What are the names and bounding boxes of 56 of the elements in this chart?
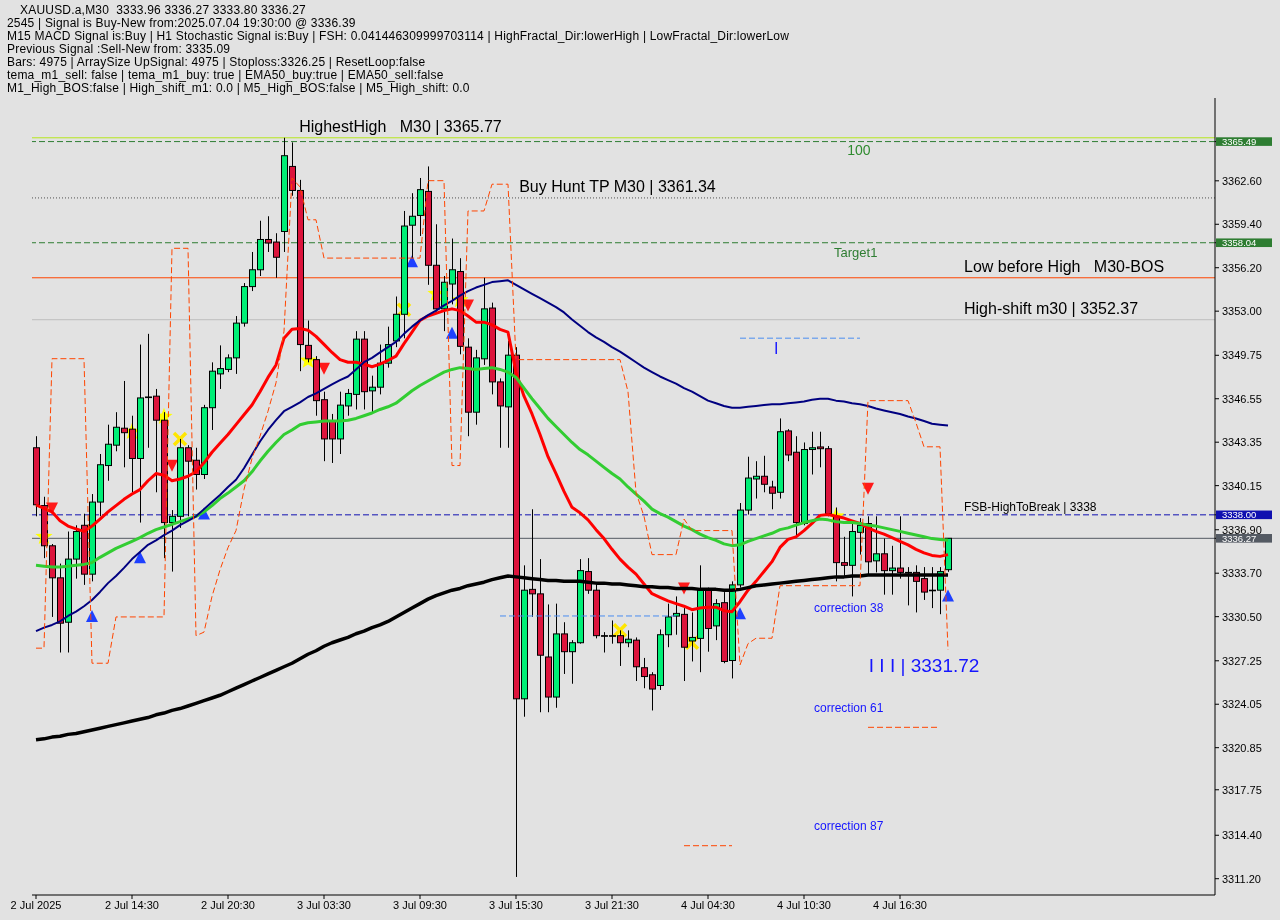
y-tick-label: 3365.49: [1222, 135, 1257, 147]
x-tick-label: 2 Jul 14:30: [105, 898, 159, 911]
point: [172, 431, 188, 447]
y-tick-label: 3340.15: [1222, 479, 1262, 492]
y-tick-label: 3327.25: [1222, 654, 1262, 667]
annotation: I I I | 3331.72: [868, 655, 980, 677]
y-tick-label: 3324.05: [1222, 698, 1262, 711]
ref-line-label: FSB-HighToBreak | 3338: [964, 499, 1097, 514]
y-tick-label: 3343.35: [1222, 436, 1262, 449]
text: 2545 | Signal is Buy-New from:2025.07.04 19:30:00 @ 3336.39: [7, 16, 356, 30]
ref-line-label: Buy Hunt TP M30 | 3361.34: [519, 177, 716, 195]
text: M15 MACD Signal is:Buy | H1 Stochastic Signal is:Buy | FSH: 0.041446309999703114 | HighFractal_Dir:lowerHigh | LowFractal_Dir:lowerLow: [7, 29, 790, 43]
point: [862, 482, 874, 495]
point: [446, 326, 458, 339]
x-tick-label: 4 Jul 10:30: [777, 898, 831, 911]
line-series: [34, 366, 950, 569]
annotation: correction 38: [814, 601, 884, 616]
point: [86, 609, 98, 622]
annotation: correction 87: [814, 818, 884, 833]
x-tick-label: 2 Jul 20:30: [201, 898, 255, 911]
y-tick-label: 3320.85: [1222, 741, 1262, 754]
y-tick-label: 3317.75: [1222, 783, 1262, 796]
ref-line-label: Target1: [834, 244, 878, 260]
x-tick-label: 4 Jul 16:30: [873, 898, 927, 911]
y-tick-label: 3353.00: [1222, 305, 1262, 318]
ref-line-label: Low before High M30-BOS: [964, 257, 1165, 275]
annotation: I: [774, 339, 779, 357]
y-tick-label: 3359.40: [1222, 218, 1262, 231]
y-tick-label: 3333.70: [1222, 567, 1262, 580]
annotation: 100: [847, 142, 871, 159]
text: Bars: 4975 | ArraySize UpSignal: 4975 | Stoploss:3326.25 | ResetLoop:false: [7, 55, 426, 69]
chart-title: XAUUSD.a,M30 3333.96 3336.27 3333.80 3336.27: [20, 3, 306, 17]
y-tick-label: 3311.20: [1222, 872, 1261, 885]
candlestick: [305, 320, 312, 363]
text: Previous Signal :Sell-New from: 3335.09: [7, 42, 231, 56]
y-tick-label: 3362.60: [1222, 174, 1262, 187]
y-tick-label: 3358.04: [1222, 237, 1257, 249]
y-tick-label: 3330.50: [1222, 610, 1262, 623]
y-tick-label: 3356.20: [1222, 261, 1262, 274]
y-tick-label: 3338.00: [1222, 509, 1257, 521]
x-tick-label: 4 Jul 04:30: [681, 898, 735, 911]
x-tick-label: 3 Jul 15:30: [489, 898, 543, 911]
ref-line-label: HighestHigh M30 | 3365.77: [299, 117, 502, 135]
ref-line-label: High-shift m30 | 3352.37: [964, 299, 1139, 317]
x-tick-label: 3 Jul 09:30: [393, 898, 447, 911]
x-tick-label: 2 Jul 2025: [10, 898, 62, 911]
text: M1_High_BOS:false | High_shift_m1: 0.0 | M5_High_BOS:false | M5_High_shift: 0.0: [7, 81, 470, 95]
point: [134, 551, 146, 564]
x-tick-label: 3 Jul 21:30: [585, 898, 639, 911]
x-tick-label: 3 Jul 03:30: [297, 898, 351, 911]
y-tick-label: 3314.40: [1222, 829, 1262, 842]
y-tick-label: 3349.75: [1222, 349, 1262, 362]
point: [612, 622, 628, 638]
text: tema_m1_sell: false | tema_m1_buy: true | EMA50_buy:true | EMA50_sell:false: [7, 68, 444, 82]
y-tick-label: 3346.55: [1222, 392, 1262, 405]
annotation: correction 61: [814, 701, 884, 716]
